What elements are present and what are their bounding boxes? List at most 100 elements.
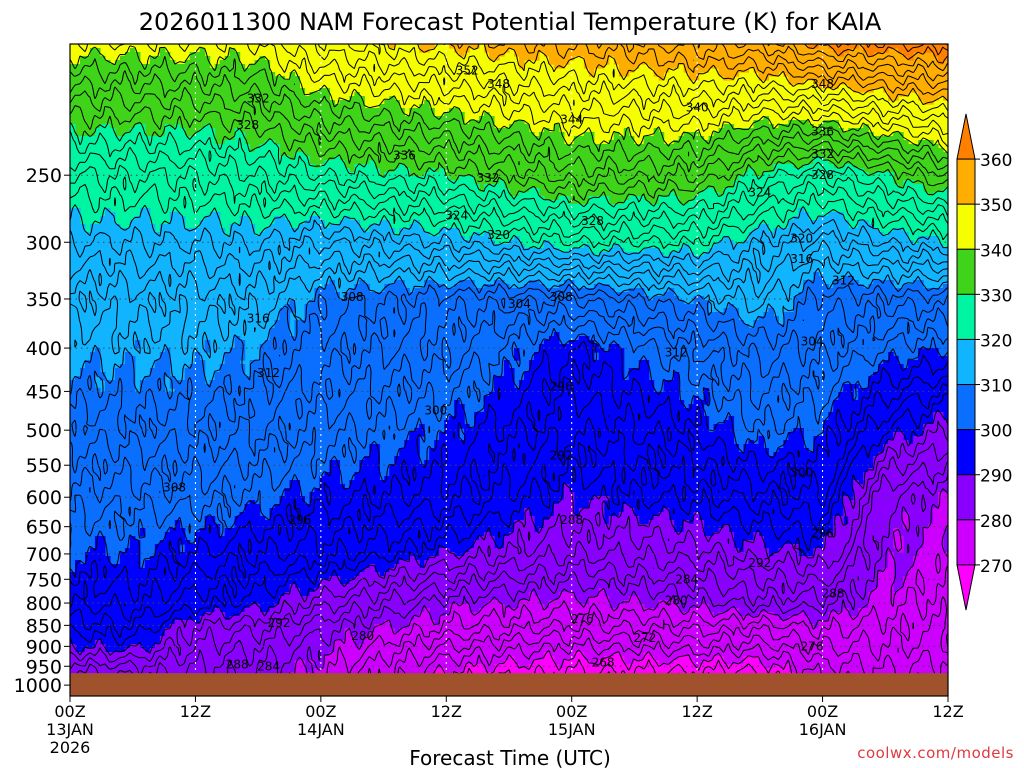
contour-line-332 (70, 105, 948, 201)
y-tick-label: 700 (26, 544, 62, 566)
y-tick-label: 500 (26, 420, 62, 442)
contour-label: 280 (351, 629, 374, 643)
contour-line-330 (70, 115, 948, 208)
axes-layer: 2503003504004505005506006507007508008509… (14, 43, 964, 757)
contour-line-352 (456, 44, 948, 96)
colorbar-swatch (956, 429, 976, 476)
contour-line-298 (70, 341, 948, 607)
colorbar-top-triangle (956, 113, 976, 160)
y-tick-label: 300 (26, 232, 62, 254)
colorbar-label: 360 (980, 151, 1012, 171)
contour-line-286 (70, 442, 948, 677)
contour-line-294 (70, 382, 948, 639)
y-tick-label: 450 (26, 381, 62, 403)
contour-line-312 (70, 256, 948, 356)
contour-label: 328 (581, 214, 604, 228)
contour-label: 292 (748, 556, 771, 570)
x-axis-title: Forecast Time (UTC) (409, 746, 611, 768)
colorbar-label: 330 (980, 286, 1012, 306)
colorbar-swatch (956, 474, 976, 521)
contour-label: 324 (748, 185, 771, 199)
contour-label: 272 (633, 631, 656, 645)
colorbar-label: 290 (980, 467, 1012, 487)
contour-label: 332 (247, 92, 270, 106)
contour-line-354 (596, 44, 948, 90)
contour-label: 320 (487, 228, 510, 242)
x-tick-label: 00Z (54, 702, 85, 721)
contour-line-308 (70, 283, 948, 440)
contour-label: 300 (790, 466, 813, 480)
contour-line-338 (70, 56, 948, 163)
contour-line-288 (70, 420, 948, 663)
colorbar-swatch (956, 519, 976, 566)
x-tick-day-label: 16JAN (799, 720, 847, 739)
y-tick-label: 650 (26, 517, 62, 539)
contour-label: 268 (592, 655, 615, 669)
contour-label: 304 (508, 297, 531, 311)
contour-label: 312 (257, 366, 280, 380)
contour-line-278 (291, 565, 948, 696)
colorbar-label: 350 (980, 196, 1012, 216)
x-tick-label: 12Z (681, 702, 712, 721)
contour-line-290 (70, 409, 948, 656)
colorbar: 270 280 290 300 310 320 330 340 350 360 (956, 113, 1012, 611)
x-tick-year-label: 2026 (50, 738, 91, 757)
contour-label: 308 (550, 290, 573, 304)
contour-label: 296 (550, 379, 573, 393)
x-tick-label: 12Z (431, 702, 462, 721)
y-tick-label: 350 (26, 289, 62, 311)
x-tick-day-label: 13JAN (46, 720, 94, 739)
y-tick-label: 900 (26, 636, 62, 658)
contour-line-322 (70, 176, 948, 249)
contour-line-280 (81, 488, 948, 696)
theta-band-5 (70, 208, 948, 393)
y-tick-label: 1000 (14, 675, 62, 697)
contour-label: 348 (811, 77, 834, 91)
surface-ground (70, 673, 948, 696)
contour-line-306 (70, 292, 948, 477)
contour-label: 336 (811, 125, 834, 139)
contour-line-314 (70, 239, 948, 318)
contour-line-318 (70, 218, 948, 269)
y-tick-label: 800 (26, 593, 62, 615)
y-tick-label: 550 (26, 455, 62, 477)
contour-label: 352 (456, 63, 479, 77)
contour-label: 312 (832, 274, 855, 288)
contour-label: 328 (811, 168, 834, 182)
theta-band-0 (70, 44, 948, 153)
contour-label: 320 (790, 232, 813, 246)
x-tick-label: 12Z (932, 702, 963, 721)
colorbar-swatch (956, 158, 976, 205)
colorbar-label: 340 (980, 241, 1012, 261)
contour-line-304 (70, 300, 948, 517)
x-tick-label: 00Z (807, 702, 838, 721)
source-credit[interactable]: coolwx.com/models (857, 744, 1014, 762)
x-tick-label: 00Z (305, 702, 336, 721)
contour-line-336 (70, 70, 948, 178)
x-tick-day-label: 14JAN (297, 720, 345, 739)
surface-layer (70, 673, 948, 696)
contour-line-334 (70, 86, 948, 188)
theta-band-6 (70, 272, 948, 573)
x-tick-day-label: 15JAN (548, 720, 596, 739)
contour-label: 304 (801, 335, 824, 349)
x-tick-label: 12Z (180, 702, 211, 721)
colorbar-swatch (956, 203, 976, 250)
y-tick-label: 950 (26, 656, 62, 678)
colorbar-bottom-triangle (956, 564, 976, 611)
contour-line-350 (387, 44, 948, 106)
contour-label: 288 (226, 657, 249, 671)
contour-label-layer: 352 348 348 344 340 332 328 336 332 336 332 328 324 3… (163, 63, 855, 673)
colorbar-swatch (956, 338, 976, 386)
contour-line-310 (70, 267, 948, 400)
contour-line-360 (804, 44, 948, 64)
contour-label: 296 (811, 526, 834, 540)
y-tick-label: 400 (26, 338, 62, 360)
contour-line-348 (317, 44, 948, 114)
contour-label: 280 (665, 594, 688, 608)
contour-label: 300 (424, 404, 447, 418)
y-tick-label: 850 (26, 615, 62, 637)
contour-line-316 (70, 229, 948, 288)
y-tick-label: 250 (26, 165, 62, 187)
